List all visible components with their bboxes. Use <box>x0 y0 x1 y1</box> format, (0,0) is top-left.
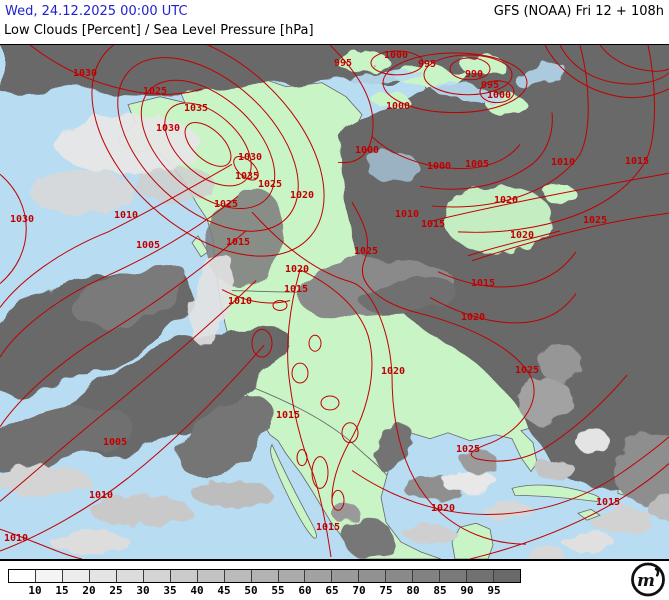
legend-segment <box>305 570 333 582</box>
legend-segment <box>197 570 225 582</box>
legend-segment <box>170 570 198 582</box>
legend-tick: 40 <box>190 584 204 597</box>
legend-segment <box>224 570 252 582</box>
isobar-layer <box>0 45 669 559</box>
legend-tick: 50 <box>244 584 258 597</box>
legend-segment <box>386 570 414 582</box>
legend-tick: 60 <box>298 584 312 597</box>
legend-tick: 55 <box>271 584 285 597</box>
map-datetime: Wed, 24.12.2025 00:00 UTC <box>5 4 188 19</box>
legend-tick: 30 <box>136 584 150 597</box>
legend-tick: 90 <box>460 584 474 597</box>
legend-segment <box>62 570 90 582</box>
legend-tick: 20 <box>82 584 96 597</box>
logo-letter: m <box>637 571 655 591</box>
legend-segment <box>413 570 441 582</box>
legend-tick: 25 <box>109 584 123 597</box>
legend-segment <box>494 570 521 582</box>
logo-apostrophe-icon <box>654 567 660 577</box>
legend-segment <box>440 570 468 582</box>
logo-circle <box>631 562 665 597</box>
legend-segment <box>35 570 63 582</box>
legend-segment <box>359 570 387 582</box>
legend-tick: 70 <box>352 584 366 597</box>
legend-tick: 95 <box>487 584 501 597</box>
legend-tick: 85 <box>433 584 447 597</box>
legend-segment <box>89 570 117 582</box>
legend-segment <box>143 570 171 582</box>
legend-segment <box>278 570 306 582</box>
cloud-layer-light <box>0 49 669 559</box>
map-title: Low Clouds [Percent] / Sea Level Pressur… <box>4 23 314 38</box>
legend-segment <box>332 570 360 582</box>
legend-segment <box>467 570 495 582</box>
legend-tick: 75 <box>379 584 393 597</box>
legend-tick: 15 <box>55 584 69 597</box>
model-run-label: GFS (NOAA) Fri 12 + 108h <box>493 4 664 19</box>
legend-tick: 45 <box>217 584 231 597</box>
meteoblue-logo: m <box>631 562 665 597</box>
legend-tick: 80 <box>406 584 420 597</box>
legend-ticks: 10 15 20 25 30 35 40 45 50 55 60 65 70 75 80 85 90 95 <box>8 584 528 598</box>
legend-tick: 10 <box>28 584 42 597</box>
legend-tick: 65 <box>325 584 339 597</box>
weather-map-svg <box>0 45 669 559</box>
legend-segment <box>9 570 36 582</box>
weather-map <box>0 44 669 561</box>
legend-tick: 35 <box>163 584 177 597</box>
legend-segment <box>116 570 144 582</box>
cloud-layer-dark <box>0 45 669 490</box>
legend-bar <box>8 569 521 583</box>
legend-segment <box>251 570 279 582</box>
